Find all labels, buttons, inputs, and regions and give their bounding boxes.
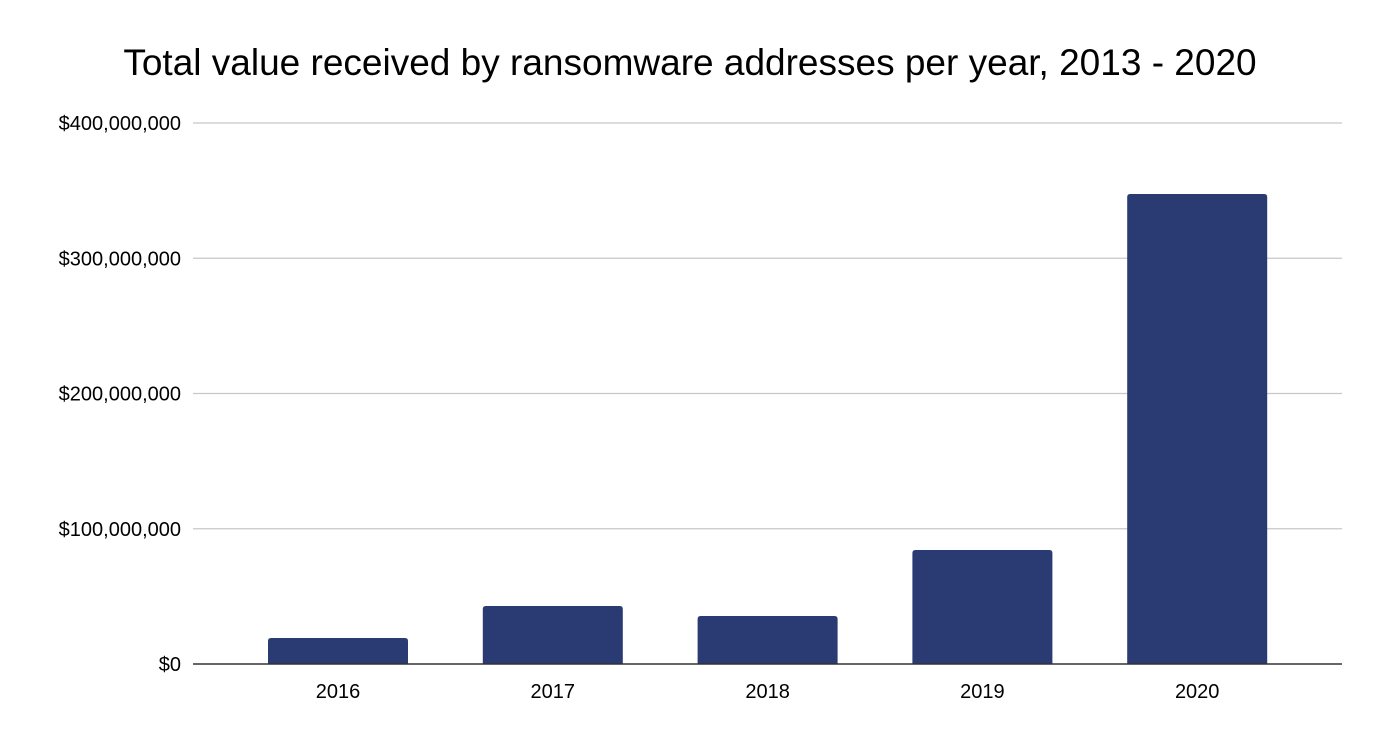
bar-2018 [697, 615, 838, 664]
y-tick-label: $400,000,000 [59, 113, 181, 135]
x-tick-label: 2019 [960, 681, 1005, 703]
bar-2020 [1127, 194, 1268, 664]
y-tick-label: $200,000,000 [59, 384, 181, 406]
x-tick-label: 2018 [745, 681, 790, 703]
y-axis-ticks: $0 $100,000,000 $200,000,000 $300,000,000 $4… [59, 113, 181, 676]
bar-2016 [268, 638, 408, 664]
bar-2019 [912, 549, 1053, 664]
x-tick-label: 2016 [316, 681, 361, 703]
bar-2017 [482, 605, 623, 664]
chart-title: Total value received by ransomware addre… [123, 42, 1256, 83]
bars [268, 194, 1268, 664]
x-tick-label: 2017 [531, 681, 576, 703]
x-tick-label: 2020 [1175, 681, 1220, 703]
y-tick-label: $300,000,000 [59, 248, 181, 270]
y-tick-label: $0 [159, 654, 181, 676]
x-axis-ticks: 2016 2017 2018 2019 2020 [316, 681, 1220, 703]
y-tick-label: $100,000,000 [59, 519, 181, 541]
